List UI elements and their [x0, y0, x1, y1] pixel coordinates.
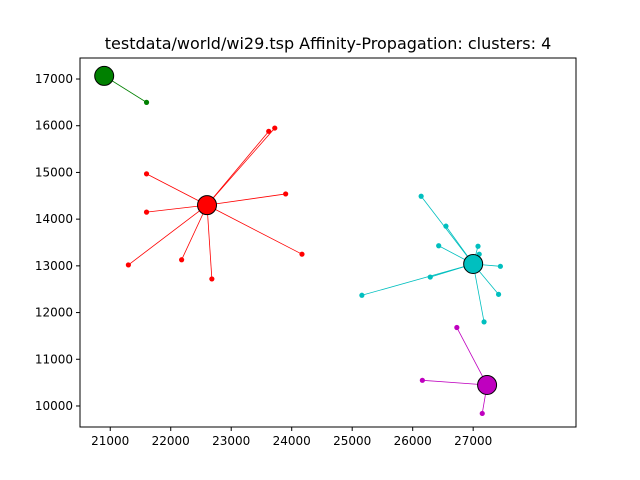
y-tick-label: 15000 — [35, 165, 73, 179]
chart-title: testdata/world/wi29.tsp Affinity-Propaga… — [105, 34, 552, 53]
y-tick-label: 11000 — [35, 352, 73, 366]
cluster-2-point — [209, 276, 215, 282]
x-tick-label: 25000 — [333, 434, 371, 448]
cluster-3-edge — [420, 196, 474, 265]
cluster-4-point — [454, 324, 460, 331]
cluster-2-point — [266, 128, 272, 134]
cluster-4-edge — [422, 379, 488, 386]
cluster-4-edge — [456, 327, 488, 386]
cluster-4-point — [479, 410, 485, 417]
cluster-2-point — [272, 125, 278, 131]
y-tick-label: 10000 — [35, 399, 73, 413]
cluster-3-point — [359, 292, 365, 298]
cluster-2-exemplar — [197, 195, 218, 216]
cluster-3-point — [497, 263, 503, 269]
cluster-3-exemplar — [463, 253, 484, 274]
cluster-2-edge — [128, 204, 208, 266]
y-axis: 10000 11000 12000 13000 14000 15000 16000 17000 — [35, 72, 80, 413]
x-tick-label: 24000 — [273, 434, 311, 448]
cluster-4-point — [419, 377, 425, 383]
x-tick-label: 21000 — [91, 434, 129, 448]
cluster-3-edge — [361, 263, 474, 296]
cluster-3-point — [495, 291, 502, 297]
x-tick-label: 22000 — [152, 434, 190, 448]
cluster-2-point — [143, 209, 150, 215]
cluster-3-point — [443, 223, 449, 229]
cluster-4-exemplar — [477, 374, 498, 395]
cluster-2-point — [299, 251, 305, 257]
plot-area — [94, 65, 503, 417]
cluster-2-point — [179, 257, 185, 263]
y-tick-label: 14000 — [35, 212, 73, 226]
cluster-3-point — [418, 193, 424, 199]
axes-frame — [79, 57, 577, 428]
cluster-3-point — [475, 243, 481, 249]
cluster-3-point — [436, 243, 442, 249]
cluster-1-point — [143, 99, 150, 105]
cluster-2-edge — [206, 193, 286, 206]
x-axis: 21000 22000 23000 24000 25000 26000 27000 — [91, 427, 492, 448]
y-tick-label: 12000 — [35, 306, 73, 320]
cluster-2-edge — [146, 173, 208, 206]
y-tick-label: 13000 — [35, 259, 73, 273]
x-tick-label: 23000 — [212, 434, 250, 448]
y-tick-label: 16000 — [35, 119, 73, 133]
cluster-2-edge — [206, 205, 213, 279]
x-tick-label: 27000 — [454, 434, 492, 448]
cluster-1-exemplar — [94, 65, 115, 86]
y-tick-label: 17000 — [35, 72, 73, 86]
cluster-2-point — [283, 191, 289, 197]
cluster-2-point — [125, 262, 131, 268]
x-tick-label: 26000 — [394, 434, 432, 448]
cluster-2-edge — [206, 204, 303, 255]
cluster-2-edge — [146, 204, 208, 213]
cluster-3-point — [427, 274, 433, 280]
cluster-2-point — [143, 171, 150, 177]
cluster-2-edge — [181, 204, 208, 260]
cluster-3-point — [481, 319, 487, 325]
cluster-2-edge — [206, 127, 276, 206]
